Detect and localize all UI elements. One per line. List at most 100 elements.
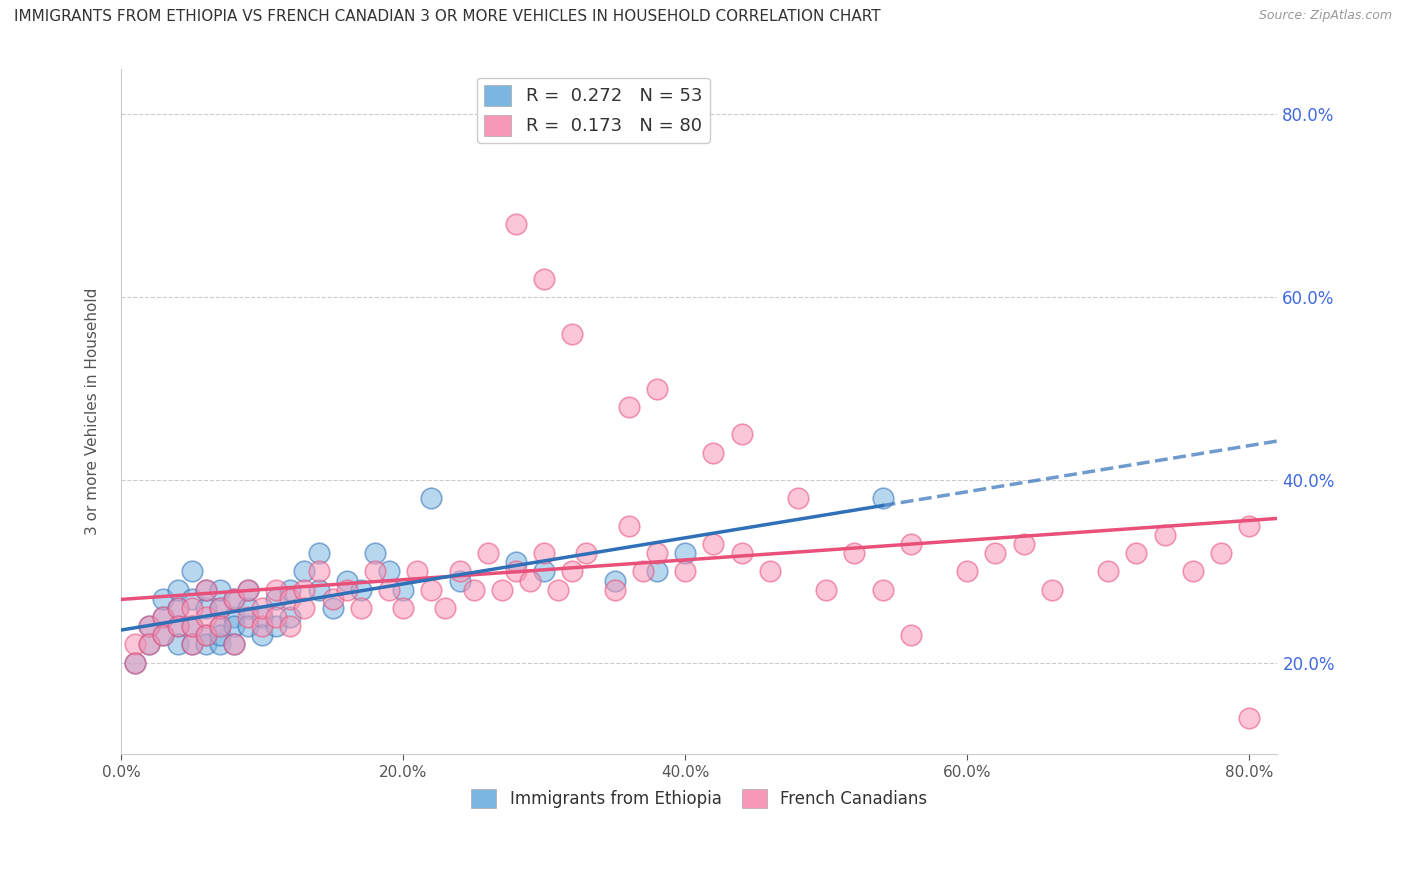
Point [236,582,259,597]
Point [406,565,429,579]
Point [138,638,160,652]
Point [956,565,979,579]
Point [236,601,259,615]
Point [280,619,302,633]
Point [222,638,245,652]
Point [180,638,202,652]
Point [152,628,174,642]
Point [815,582,838,597]
Point [264,610,287,624]
Point [1237,518,1260,533]
Point [392,582,415,597]
Point [264,591,287,606]
Point [152,628,174,642]
Point [166,619,188,633]
Point [208,582,231,597]
Point [236,582,259,597]
Point [1012,537,1035,551]
Point [194,638,217,652]
Point [505,217,527,231]
Point [787,491,810,506]
Point [420,582,443,597]
Point [194,628,217,642]
Point [575,546,598,560]
Point [844,546,866,560]
Point [392,601,415,615]
Point [364,565,387,579]
Point [547,582,569,597]
Point [900,628,922,642]
Point [872,582,894,597]
Point [1181,565,1204,579]
Point [222,610,245,624]
Point [166,619,188,633]
Point [322,591,344,606]
Point [505,555,527,569]
Legend: Immigrants from Ethiopia, French Canadians: Immigrants from Ethiopia, French Canadia… [465,782,934,814]
Point [533,565,555,579]
Y-axis label: 3 or more Vehicles in Household: 3 or more Vehicles in Household [86,288,100,535]
Point [364,546,387,560]
Point [208,638,231,652]
Text: IMMIGRANTS FROM ETHIOPIA VS FRENCH CANADIAN 3 OR MORE VEHICLES IN HOUSEHOLD CORR: IMMIGRANTS FROM ETHIOPIA VS FRENCH CANAD… [14,9,880,24]
Point [264,619,287,633]
Point [294,582,316,597]
Point [208,601,231,615]
Point [222,591,245,606]
Point [463,582,485,597]
Point [180,619,202,633]
Point [250,601,273,615]
Point [336,582,359,597]
Point [308,582,330,597]
Point [180,638,202,652]
Point [166,638,188,652]
Point [477,546,499,560]
Point [350,582,373,597]
Point [561,565,583,579]
Point [294,565,316,579]
Point [294,601,316,615]
Point [180,601,202,615]
Point [1040,582,1063,597]
Point [280,610,302,624]
Point [434,601,457,615]
Point [519,574,541,588]
Point [378,582,401,597]
Point [673,565,696,579]
Point [308,565,330,579]
Point [138,638,160,652]
Point [236,610,259,624]
Point [449,574,471,588]
Point [322,601,344,615]
Point [491,582,513,597]
Point [673,546,696,560]
Point [505,565,527,579]
Point [180,565,202,579]
Point [730,546,752,560]
Point [194,628,217,642]
Point [533,272,555,286]
Point [617,400,640,414]
Point [533,546,555,560]
Point [758,565,780,579]
Point [138,619,160,633]
Point [603,582,626,597]
Point [250,628,273,642]
Point [124,656,146,670]
Point [645,382,668,396]
Point [166,601,188,615]
Point [194,610,217,624]
Point [222,619,245,633]
Point [152,591,174,606]
Point [603,574,626,588]
Point [631,565,654,579]
Point [152,610,174,624]
Point [449,565,471,579]
Point [730,427,752,442]
Point [645,565,668,579]
Point [208,628,231,642]
Point [420,491,443,506]
Point [208,601,231,615]
Point [1153,528,1175,542]
Point [900,537,922,551]
